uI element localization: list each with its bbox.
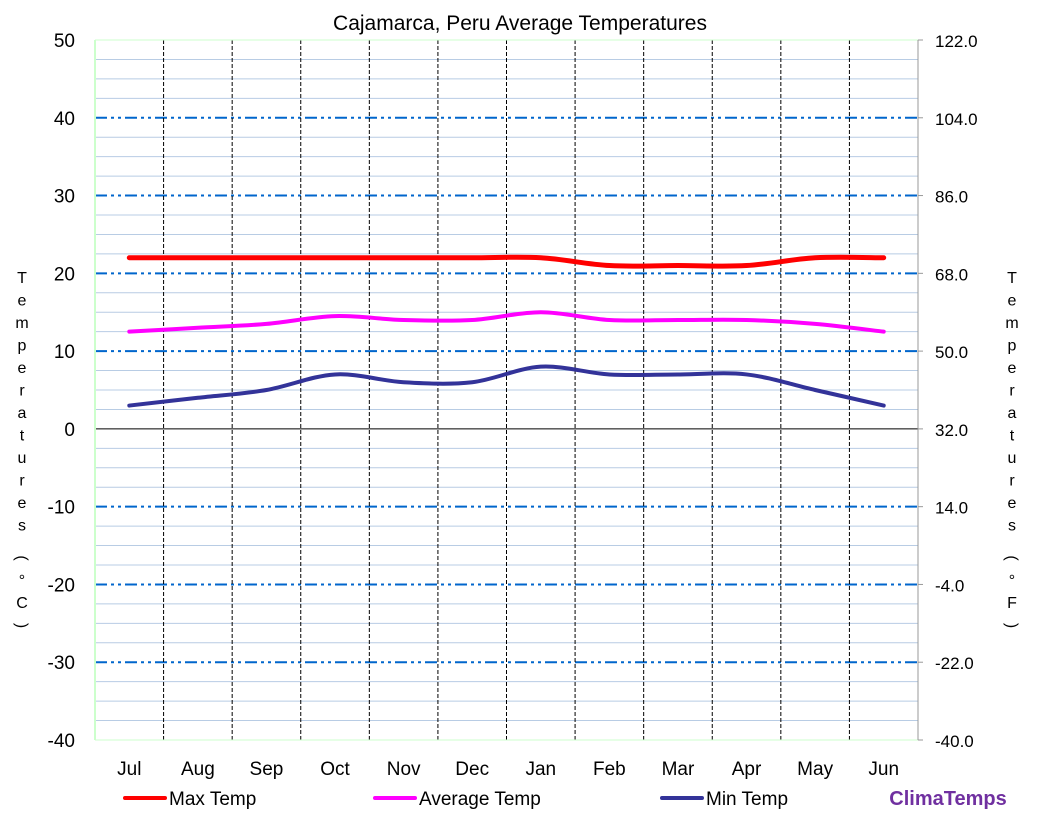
axis-title-char: e [18,495,27,512]
axis-title-char: ) [13,623,30,628]
axis-title-char: s [1008,518,1016,535]
axis-title-char: ° [1009,573,1015,590]
axis-title-char: e [1008,360,1017,377]
y2-tick-label: 50.0 [935,343,968,362]
climatemps-logo: ClimaTemps [889,788,1006,810]
x-tick-label: Aug [181,759,215,780]
series-line-min-temp [127,364,886,408]
y-tick-label: -40 [48,731,75,752]
axis-title-char: r [1009,383,1015,400]
axis-title-char: r [19,383,25,400]
axis-title-char: u [18,450,27,467]
x-tick-label: Mar [662,759,695,780]
y2-tick-label: 104.0 [935,110,978,129]
axis-title-char: p [1008,338,1017,355]
axis-title-char: s [18,518,26,535]
axis-title-char: u [1008,450,1017,467]
y2-tick-label: -40.0 [935,732,974,751]
y-tick-label: -30 [48,653,75,674]
y-tick-label: 40 [54,109,75,130]
axis-title-char: T [17,270,27,287]
y2-tick-label: 68.0 [935,265,968,284]
x-tick-label: Feb [593,759,626,780]
y-tick-label: -20 [48,575,75,596]
axis-title-char: t [1010,428,1015,445]
axis-title-char: r [19,473,25,490]
axis-title-char: m [15,315,28,332]
axis-title-char: t [20,428,25,445]
x-tick-label: Oct [320,759,350,780]
y2-tick-label: 122.0 [935,32,978,51]
y2-axis-title: Temperatures(°F) [1003,270,1020,628]
axis-title-char: r [1009,473,1015,490]
y-tick-label: 0 [64,420,75,441]
axis-title-char: e [1008,293,1017,310]
y-tick-label: 20 [54,264,75,285]
axis-title-char: ( [13,555,30,561]
axis-title-char: ) [1003,623,1020,628]
axis-title-char: a [18,405,27,422]
axis-title-char: ° [19,573,25,590]
x-tick-label: Jan [525,759,556,780]
axis-title-char: e [18,360,27,377]
x-tick-label: Apr [732,759,762,780]
legend-label: Max Temp [169,789,256,810]
legend-label: Average Temp [419,789,541,810]
axis-title-char: e [18,293,27,310]
y2-tick-label: 86.0 [935,188,968,207]
y2-tick-label: 32.0 [935,421,968,440]
axis-title-char: T [1007,270,1017,287]
axis-title-char: e [1008,495,1017,512]
legend-label: Min Temp [706,789,788,810]
y-axis-title: Temperatures(°C) [13,270,30,628]
chart-title: Cajamarca, Peru Average Temperatures [333,12,707,35]
x-tick-label: Dec [455,759,489,780]
x-tick-label: Sep [250,759,284,780]
y-tick-label: 30 [54,187,75,208]
axis-title-char: p [18,338,27,355]
y2-tick-label: 14.0 [935,499,968,518]
x-tick-label: Jul [117,759,141,780]
x-tick-label: Jun [868,759,899,780]
y-tick-label: 50 [54,31,75,52]
axis-title-char: C [16,595,28,612]
axis-title-char: ( [1003,555,1020,561]
y-tick-label: 10 [54,342,75,363]
x-tick-label: Nov [387,759,421,780]
series-line-max-temp [126,254,887,269]
y2-tick-label: -22.0 [935,654,974,673]
y-tick-label: -10 [48,498,75,519]
axis-title-char: F [1007,595,1017,612]
axis-title-char: a [1008,405,1017,422]
x-tick-label: May [797,759,833,780]
series-line-average-temp [127,310,886,334]
axis-title-char: m [1005,315,1018,332]
y2-tick-label: -4.0 [935,576,964,595]
